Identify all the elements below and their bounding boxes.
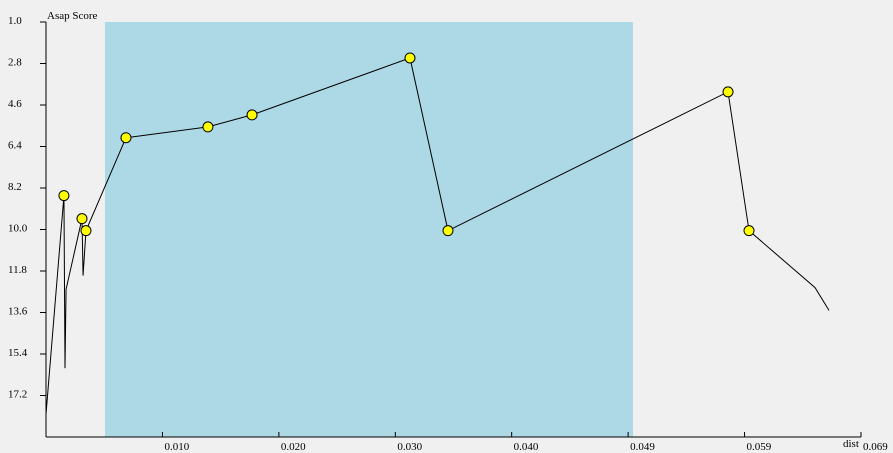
y-tick-label: 6.4 xyxy=(8,140,22,152)
data-point xyxy=(58,190,70,202)
y-axis-label: Asap Score xyxy=(47,10,98,22)
data-point xyxy=(80,225,92,237)
y-tick-label: 8.2 xyxy=(8,181,22,193)
data-point xyxy=(120,132,132,144)
y-tick-label: 10.0 xyxy=(8,223,28,235)
x-tick-label: 0.049 xyxy=(630,441,655,453)
highlight-band xyxy=(104,22,634,437)
y-tick-label: 17.2 xyxy=(8,389,27,401)
x-tick-label: 0.040 xyxy=(514,441,539,453)
x-axis-label: dist xyxy=(843,438,859,450)
data-line xyxy=(45,57,830,415)
x-tick-label: 0.010 xyxy=(164,441,189,453)
data-point xyxy=(202,121,214,133)
y-tick-label: 15.4 xyxy=(8,347,28,359)
data-point xyxy=(722,86,734,98)
data-point xyxy=(404,52,416,64)
y-tick-label: 13.6 xyxy=(8,306,28,318)
y-tick-label: 1.0 xyxy=(8,15,22,27)
data-point xyxy=(743,225,755,237)
data-point xyxy=(76,213,88,225)
x-tick-label: 0.059 xyxy=(747,441,772,453)
background-layer xyxy=(104,22,634,437)
y-tick-label: 11.8 xyxy=(8,264,27,276)
y-tick-label: 4.6 xyxy=(8,98,22,110)
data-point xyxy=(246,109,258,121)
x-tick-label: 0.069 xyxy=(863,441,888,453)
data-point xyxy=(442,225,454,237)
y-tick-label: 2.8 xyxy=(8,57,22,69)
x-tick-label: 0.030 xyxy=(397,441,422,453)
x-tick-label: 0.020 xyxy=(281,441,306,453)
